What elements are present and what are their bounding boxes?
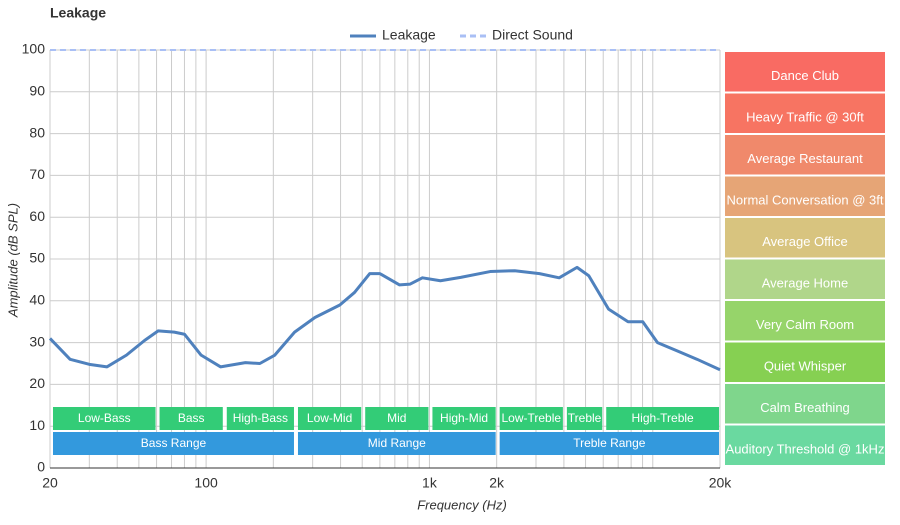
level-label: Normal Conversation @ 3ft xyxy=(727,193,884,208)
frequency-band xyxy=(53,432,294,455)
y-tick-label: 0 xyxy=(37,459,45,475)
frequency-band-label: Bass xyxy=(178,411,205,425)
frequency-band-label: Treble Range xyxy=(573,436,646,450)
x-tick-label: 100 xyxy=(194,475,218,491)
level-box xyxy=(725,135,885,175)
chart-title: Leakage xyxy=(50,5,106,21)
legend-label: Direct Sound xyxy=(492,27,573,43)
x-tick-label: 2k xyxy=(489,475,505,491)
frequency-band xyxy=(297,407,362,430)
frequency-band-label: High-Mid xyxy=(440,411,488,425)
frequency-band-label: Mid xyxy=(387,411,406,425)
level-label: Very Calm Room xyxy=(756,317,854,332)
frequency-band xyxy=(159,407,223,430)
y-tick-label: 90 xyxy=(29,83,45,99)
level-box xyxy=(725,218,885,258)
legend-label: Leakage xyxy=(382,27,436,43)
frequency-band xyxy=(432,407,496,430)
y-tick-label: 10 xyxy=(29,417,45,433)
x-tick-label: 20k xyxy=(709,475,733,491)
y-tick-label: 40 xyxy=(29,292,45,308)
y-tick-label: 20 xyxy=(29,375,45,391)
frequency-band-label: Mid Range xyxy=(368,436,426,450)
level-label: Dance Club xyxy=(771,68,839,83)
level-box xyxy=(725,342,885,382)
frequency-band xyxy=(499,432,719,455)
y-tick-label: 80 xyxy=(29,124,45,140)
frequency-band-label: Treble xyxy=(568,411,602,425)
frequency-band xyxy=(53,407,156,430)
x-tick-label: 20 xyxy=(42,475,58,491)
y-axis-label: Amplitude (dB SPL) xyxy=(5,203,20,318)
level-label: Auditory Threshold @ 1kHz xyxy=(726,442,885,457)
frequency-band-label: High-Bass xyxy=(233,411,288,425)
frequency-band-label: High-Treble xyxy=(631,411,694,425)
level-label: Quiet Whisper xyxy=(764,359,847,374)
frequency-band xyxy=(499,407,563,430)
x-axis-label: Frequency (Hz) xyxy=(417,497,507,512)
frequency-band xyxy=(606,407,719,430)
level-label: Average Restaurant xyxy=(747,151,863,166)
series-line xyxy=(48,265,721,372)
level-box xyxy=(725,301,885,341)
level-label: Calm Breathing xyxy=(760,400,850,415)
level-box xyxy=(725,384,885,424)
level-box xyxy=(725,52,885,92)
y-tick-label: 50 xyxy=(29,250,45,266)
frequency-band-label: Low-Mid xyxy=(307,411,352,425)
y-tick-label: 100 xyxy=(22,41,46,57)
frequency-band xyxy=(297,432,496,455)
y-tick-label: 30 xyxy=(29,333,45,349)
frequency-band-label: Low-Treble xyxy=(501,411,561,425)
frequency-band-label: Bass Range xyxy=(141,436,207,450)
level-label: Heavy Traffic @ 30ft xyxy=(746,110,864,125)
y-tick-label: 70 xyxy=(29,166,45,182)
level-box xyxy=(725,176,885,216)
frequency-band-label: Low-Bass xyxy=(78,411,131,425)
level-box xyxy=(725,425,885,465)
x-tick-label: 1k xyxy=(422,475,438,491)
level-label: Average Office xyxy=(762,234,848,249)
level-label: Average Home xyxy=(762,276,848,291)
y-tick-label: 60 xyxy=(29,208,45,224)
level-box xyxy=(725,93,885,133)
frequency-band xyxy=(226,407,294,430)
frequency-band xyxy=(365,407,429,430)
frequency-band xyxy=(566,407,603,430)
level-box xyxy=(725,259,885,299)
